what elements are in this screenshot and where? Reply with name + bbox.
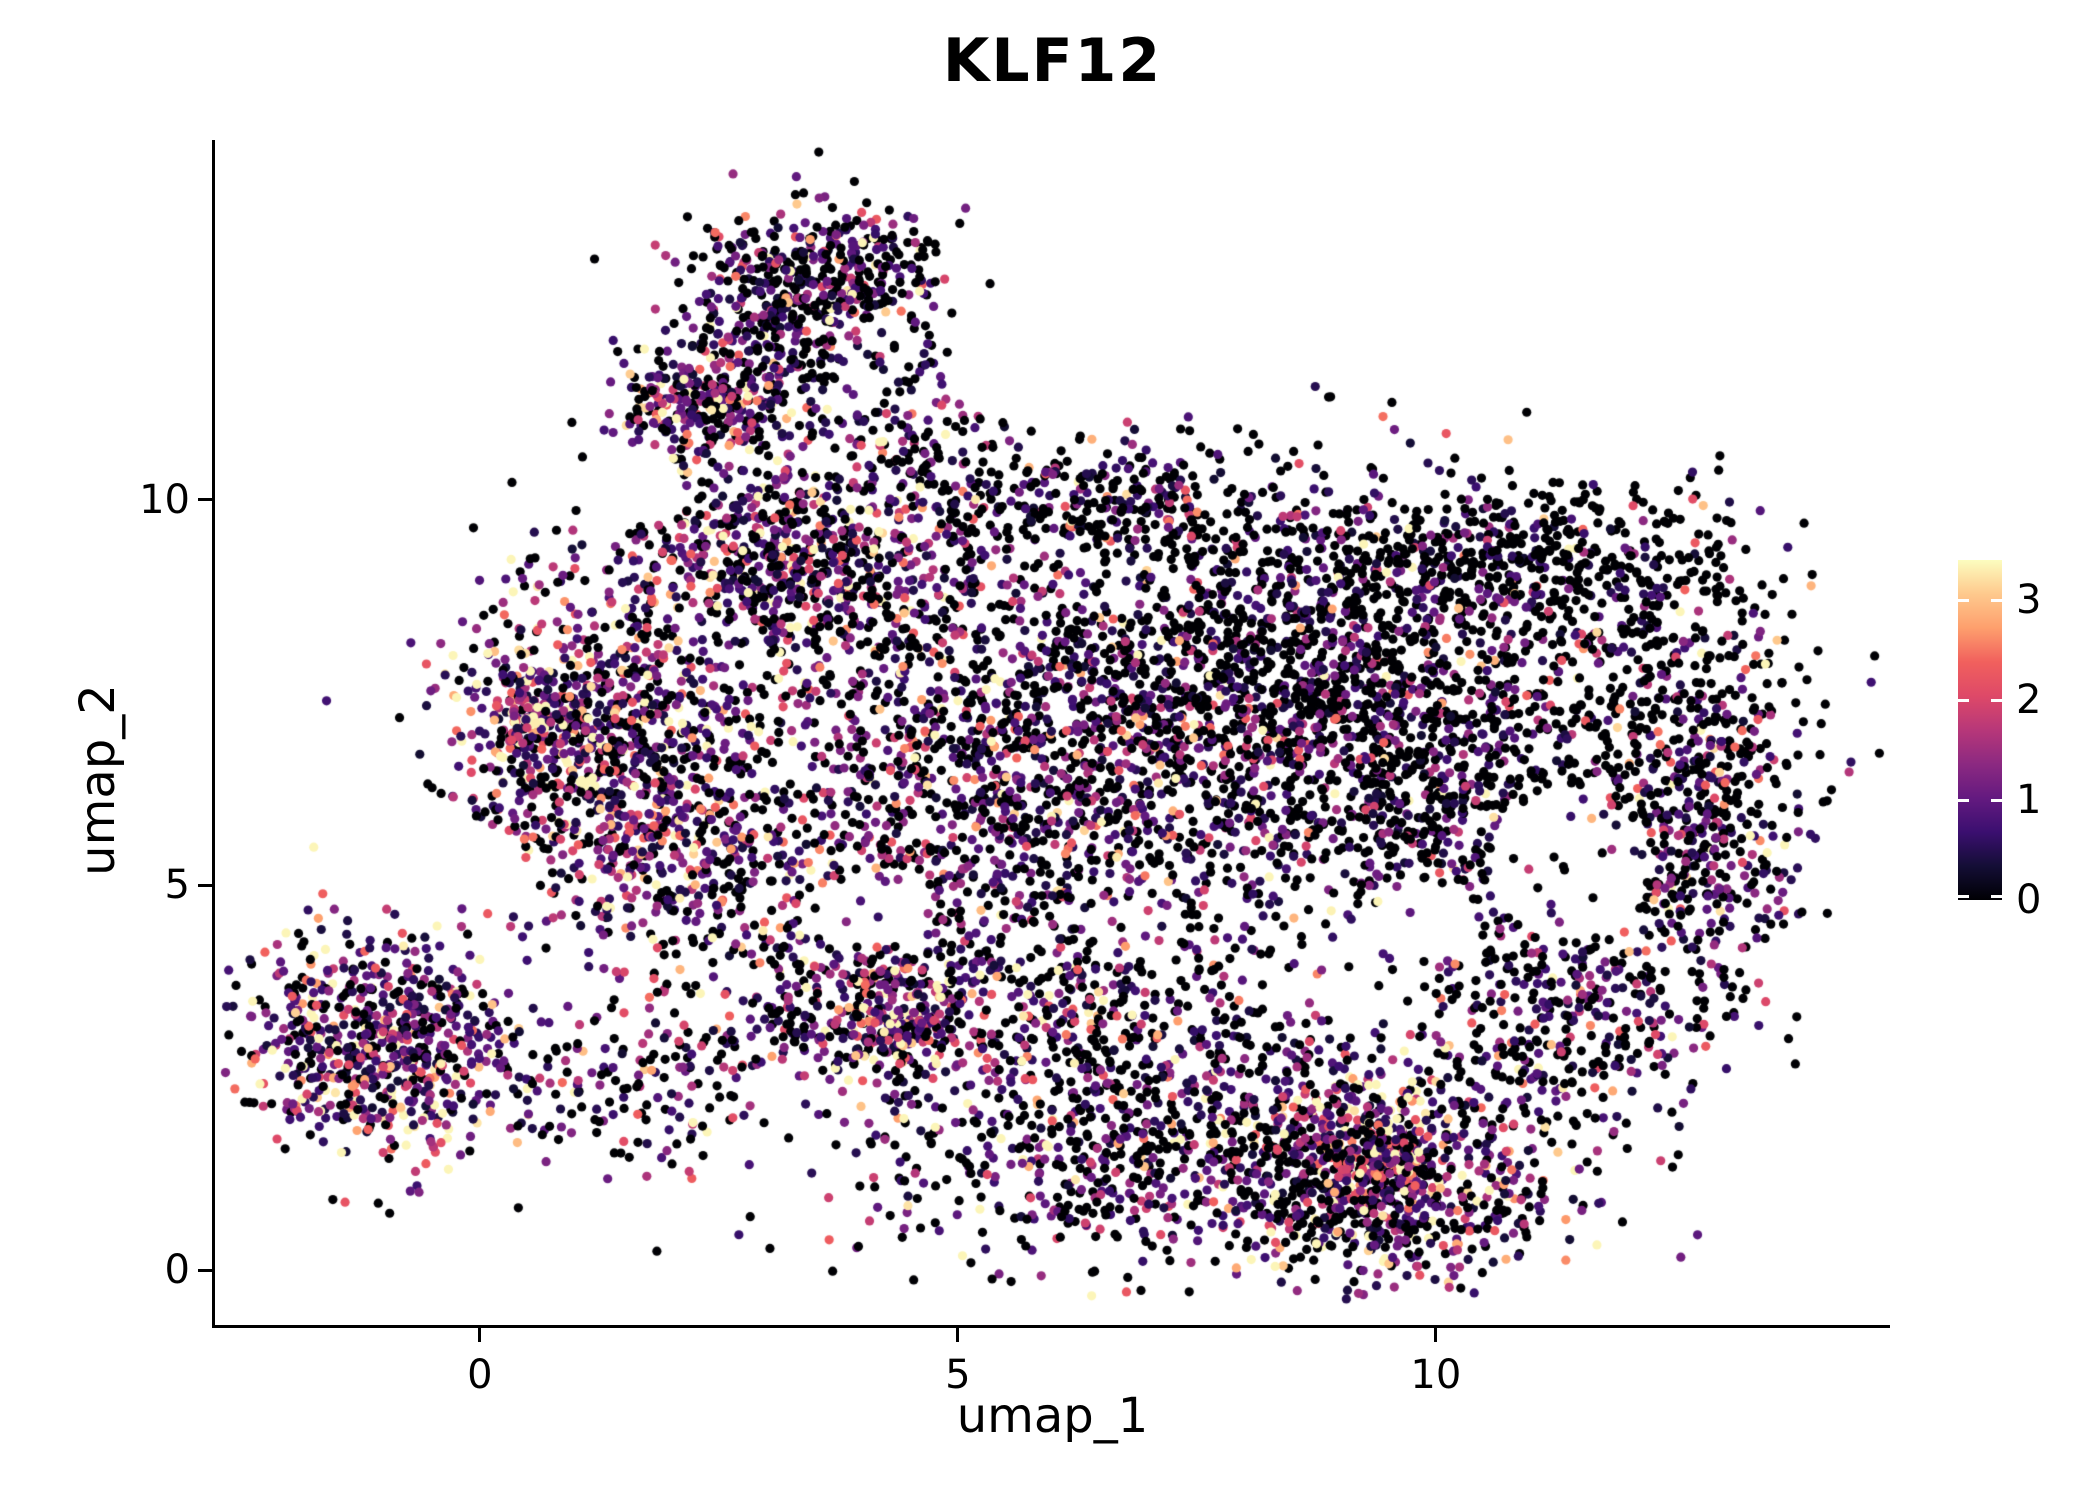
chart-title: KLF12 [942,26,1163,96]
colorbar-tick-mark [1958,798,1969,802]
y-tick-label: 10 [139,476,190,523]
x-axis-label: umap_1 [956,1388,1149,1444]
umap-scatter-canvas [215,140,1890,1325]
colorbar-tick-label: 2 [2016,677,2042,723]
x-tick-label: 0 [467,1352,493,1398]
x-tick-mark [956,1328,960,1342]
colorbar-tick-mark [1958,598,1969,602]
y-axis-label: umap_2 [70,684,126,876]
colorbar-tick-label: 3 [2016,577,2042,623]
x-tick-mark [1434,1328,1438,1342]
colorbar-tick-mark [1958,894,1969,898]
colorbar-legend [1958,560,2002,900]
colorbar-tick-mark [1991,598,2002,602]
y-tick-label: 0 [164,1247,190,1294]
y-tick-mark [198,883,212,887]
colorbar-gradient [1958,560,2002,900]
colorbar-tick-mark [1991,698,2002,702]
x-tick-label: 5 [945,1352,971,1398]
plot-area [212,140,1890,1328]
colorbar-tick-mark [1991,798,2002,802]
colorbar-tick-mark [1991,894,2002,898]
y-tick-mark [198,498,212,502]
x-tick-mark [478,1328,482,1342]
y-tick-label: 5 [164,862,190,909]
colorbar-tick-label: 0 [2016,877,2042,923]
colorbar-tick-mark [1958,698,1969,702]
x-tick-label: 10 [1410,1352,1462,1398]
colorbar-tick-label: 1 [2016,777,2042,823]
y-tick-mark [198,1268,212,1272]
